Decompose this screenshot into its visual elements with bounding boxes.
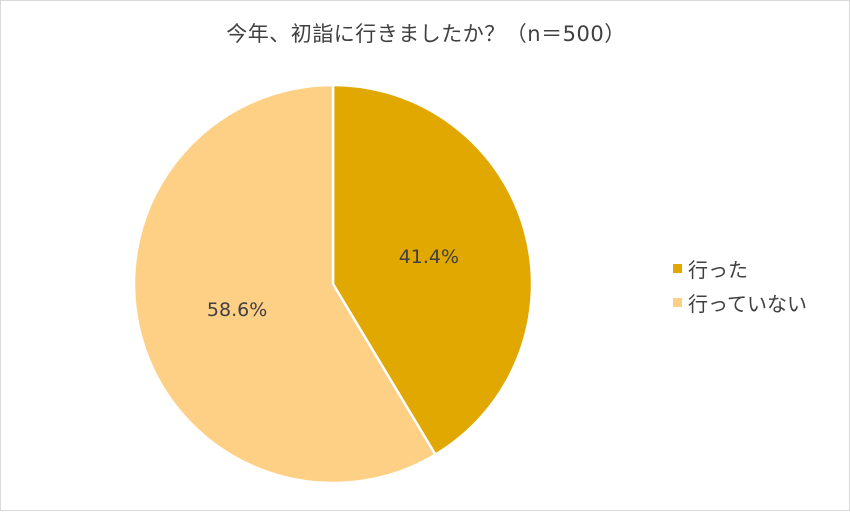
legend-swatch-not-went [673,297,682,307]
legend-label-not-went: 行っていない [688,291,807,316]
pie-slice-not-went [132,83,438,485]
legend: 行った 行っていない [673,251,807,319]
legend-swatch-went [673,263,682,273]
legend-label-went: 行った [688,257,748,282]
chart-title: 今年、初詣に行きましたか？（n＝500） [226,22,626,46]
data-label-not-went: 58.6% [207,299,267,321]
legend-item-not-went: 行っていない [673,285,807,319]
legend-item-went: 行った [673,251,807,285]
pie-slice-went [331,83,534,457]
data-label-went: 41.4% [399,246,459,268]
